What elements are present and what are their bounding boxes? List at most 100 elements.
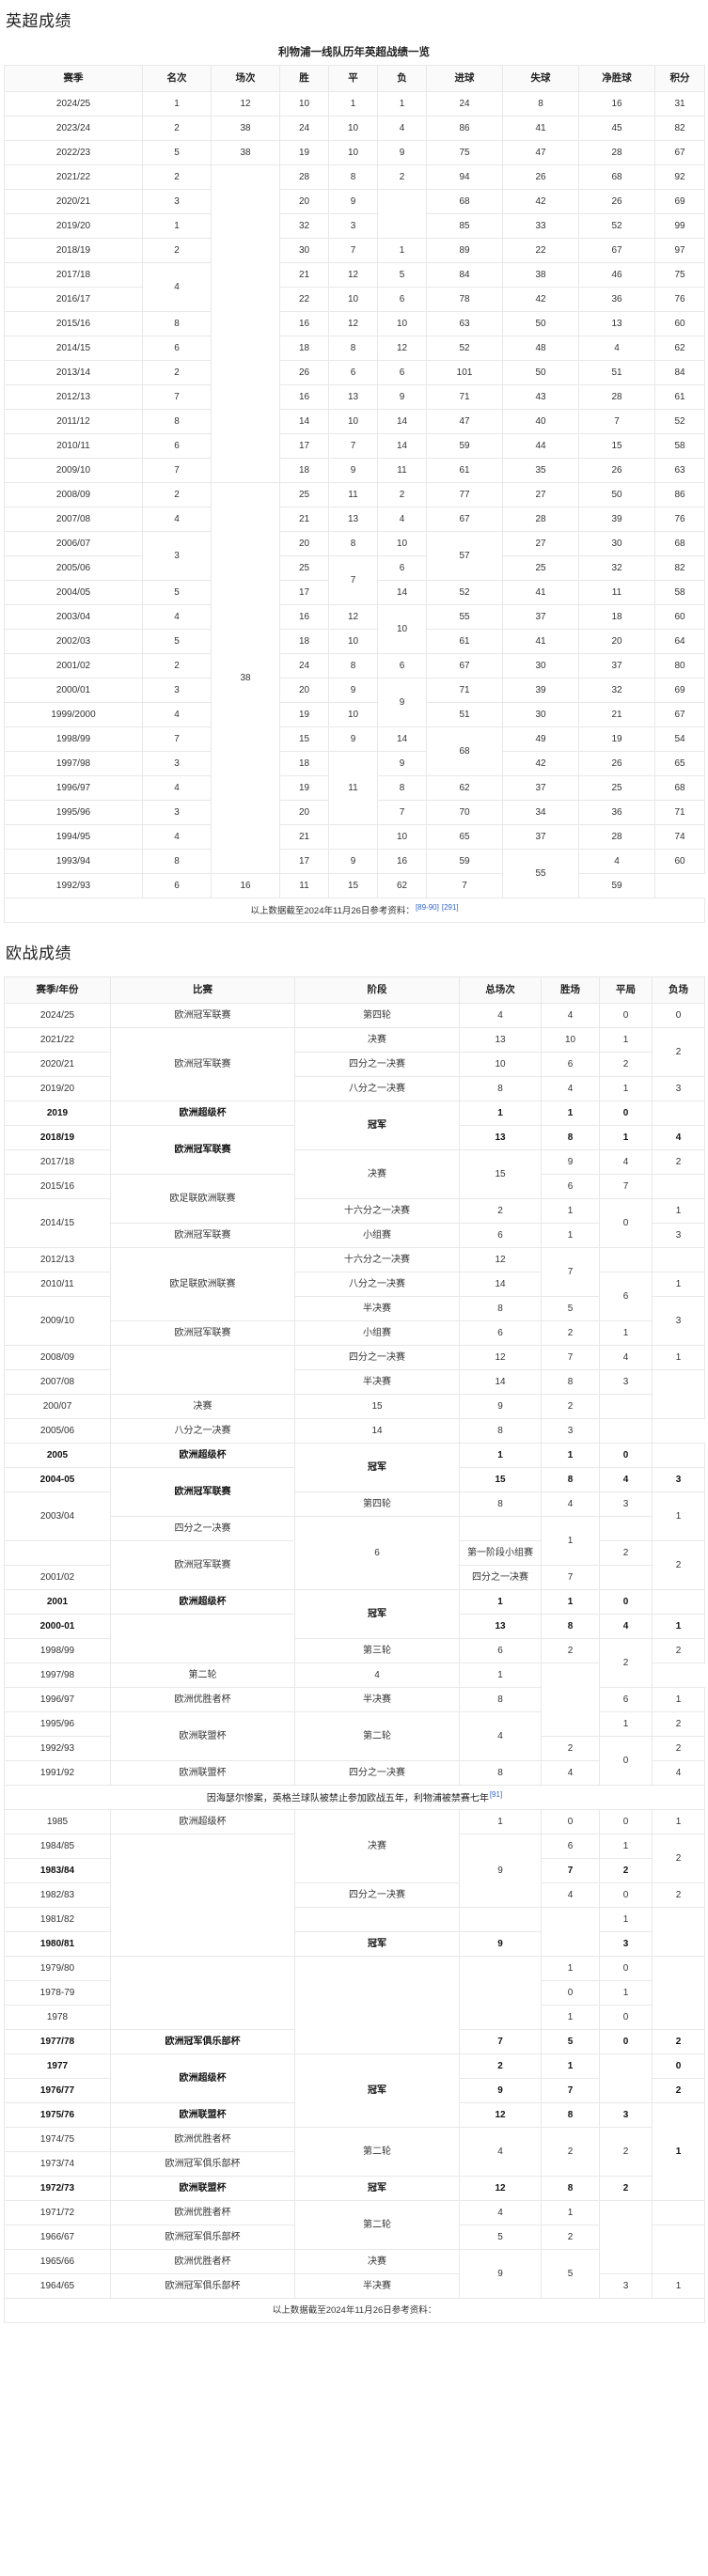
table-row: 2019/20 1 32 3 85 33 52 99 — [4, 213, 705, 239]
cell-goals-against: 22 — [502, 238, 579, 263]
cell-stage: 决赛 — [294, 1149, 460, 1199]
cell-season: 2003/04 — [4, 604, 143, 630]
cell-draws: 1 — [599, 1125, 653, 1150]
cell-goals-against: 33 — [502, 213, 579, 239]
cell-competition: 欧洲联盟杯 — [110, 1711, 295, 1761]
cell-goals-against: 35 — [502, 458, 579, 483]
cell-stage — [294, 1907, 460, 1932]
cell-points: 69 — [654, 189, 705, 214]
cell-points: 68 — [654, 775, 705, 801]
cell-draws: 0 — [599, 1736, 653, 1786]
cell-points: 58 — [654, 433, 705, 459]
cell-goal-diff: 32 — [578, 555, 655, 581]
cell-wins: 9 — [459, 1394, 542, 1419]
cell-season: 2006/07 — [4, 531, 143, 556]
cell-stage: 冠军 — [294, 2053, 460, 2128]
cell-rank: 7 — [142, 384, 212, 410]
cell-total-matches: 4 — [459, 1711, 542, 1761]
cell-stage: 第二轮 — [294, 2200, 460, 2250]
cell-stage: 半决赛 — [294, 1687, 460, 1712]
cell-season-year: 1965/66 — [4, 2249, 111, 2274]
cell-won: 16 — [279, 311, 329, 336]
col-goal-diff: 净胜球 — [578, 65, 655, 92]
cell-goals-for: 78 — [426, 287, 503, 312]
cell-wins: 6 — [541, 1174, 600, 1199]
cell-goals-against: 43 — [502, 384, 579, 410]
cell-wins: 2 — [541, 1736, 600, 1761]
cell-goals-for: 62 — [377, 873, 427, 898]
cell-season: 2013/14 — [4, 360, 143, 385]
cell-season-year: 2000-01 — [4, 1614, 111, 1639]
reference-link-291[interactable]: [291] — [441, 903, 459, 913]
cell-drawn: 12 — [328, 262, 378, 288]
reference-link-91[interactable]: [91] — [489, 1789, 503, 1799]
cell-stage: 冠军 — [294, 1443, 460, 1492]
cell-season: 2005/06 — [4, 555, 143, 581]
col-won: 胜 — [279, 65, 329, 92]
cell-wins: 8 — [541, 2176, 600, 2201]
table-row: 1996/97 欧洲优胜者杯 半决赛 8 6 1 — [4, 1687, 705, 1712]
cell-draws: 2 — [599, 2127, 653, 2177]
table-footer-row: 以上数据截至2024年11月26日参考资料： — [4, 2298, 705, 2323]
cell-draws: 0 — [599, 2005, 653, 2030]
cell-stage: 第二轮 — [294, 1711, 460, 1761]
cell-goal-diff: 37 — [578, 653, 655, 679]
cell-lost: 2 — [377, 164, 427, 190]
cell-losses: 2 — [652, 1882, 705, 1908]
cell-losses: 4 — [652, 1125, 705, 1150]
cell-competition: 欧洲优胜者杯 — [110, 1687, 295, 1712]
cell-wins: 8 — [541, 1125, 600, 1150]
cell-season: 2015/16 — [4, 311, 143, 336]
cell-lost: 14 — [377, 580, 427, 605]
cell-stage: 十六分之一决赛 — [294, 1247, 460, 1272]
cell-goals-against: 34 — [502, 800, 579, 825]
table-row: 2020/21 四分之一决赛 10 6 2 — [4, 1052, 705, 1077]
cell-goals-against: 27 — [502, 482, 579, 507]
cell-wins: 2 — [541, 1638, 600, 1663]
table-row: 2001/02 2 24 8 6 67 30 37 80 — [4, 653, 705, 679]
cell-season: 1999/2000 — [4, 702, 143, 727]
cell-goal-diff: 30 — [578, 531, 655, 556]
cell-draws: 3 — [599, 1931, 653, 1957]
col-lost: 负 — [377, 65, 427, 92]
cell-points: 68 — [654, 531, 705, 556]
cell-losses: 3 — [652, 1296, 705, 1346]
cell-season-year: 1966/67 — [4, 2225, 111, 2250]
cell-goals-for: 85 — [426, 213, 503, 239]
cell-drawn: 1 — [328, 91, 378, 117]
cell-season: 2019/20 — [4, 213, 143, 239]
cell-losses: 2 — [652, 1736, 705, 1761]
cell-rank: 5 — [142, 629, 212, 654]
cell-stage: 半决赛 — [294, 2273, 460, 2299]
reference-link-89-90[interactable]: [89-90] — [415, 903, 439, 913]
cell-season-year: 1981/82 — [4, 1907, 111, 1932]
cell-wins: 5 — [541, 2029, 600, 2054]
cell-goals-against: 26 — [502, 164, 579, 190]
cell-stage: 八分之一决赛 — [110, 1418, 295, 1444]
table-row: 2018/19 欧洲冠军联赛 13 8 1 4 — [4, 1125, 705, 1175]
cell-won: 20 — [279, 189, 329, 214]
cell-draws: 7 — [599, 1174, 653, 1199]
cell-competition: 欧洲联盟杯 — [110, 2176, 295, 2201]
cell-total-matches: 1 — [459, 1809, 542, 1834]
cell-goals-against: 30 — [502, 653, 579, 679]
col-drawn: 平 — [328, 65, 378, 92]
cell-wins: 6 — [541, 1834, 600, 1859]
table-row: 1992/93 2 0 2 — [4, 1736, 705, 1786]
cell-drawn: 13 — [328, 507, 378, 532]
heysel-note-text: 因海瑟尔惨案，英格兰球队被禁止参加欧战五年，利物浦被禁赛七年 — [206, 1793, 489, 1804]
cell-wins: 2 — [541, 2127, 600, 2177]
cell-goals-for: 57 — [426, 531, 503, 581]
cell-won: 20 — [279, 678, 329, 703]
cell-won: 15 — [279, 726, 329, 752]
cell-goal-diff: 32 — [578, 678, 655, 703]
cell-drawn: 6 — [328, 360, 378, 385]
cell-draws: 2 — [599, 1052, 653, 1077]
col-losses: 负场 — [652, 976, 705, 1004]
cell-total-matches: 4 — [459, 1003, 542, 1028]
col-competition: 比赛 — [110, 976, 295, 1004]
table-row: 2001/02 四分之一决赛 7 — [4, 1565, 705, 1590]
cell-competition: 欧洲冠军联赛 — [110, 1223, 295, 1248]
cell-losses: 3 — [652, 1223, 705, 1248]
cell-goals-against: 30 — [502, 702, 579, 727]
